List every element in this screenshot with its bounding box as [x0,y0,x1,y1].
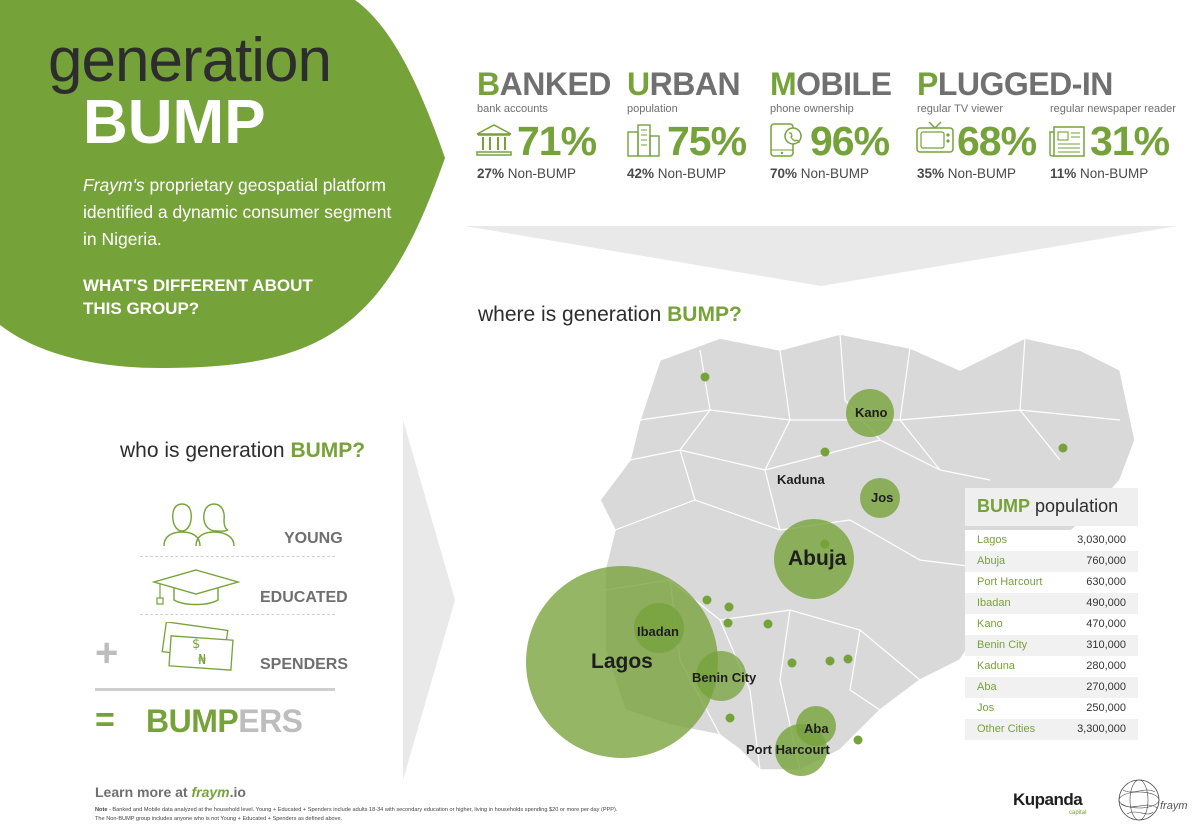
stat-urban-value: 75% [667,118,747,164]
plus-sign: + [95,631,119,675]
map-markers [526,372,1068,776]
graduation-cap-icon [151,569,241,606]
who-item-spenders: SPENDERS [260,656,349,673]
money-icon: $ ₦ [161,622,234,671]
divider [140,556,335,557]
equals-divider [95,688,335,691]
marker-kano [846,389,894,437]
stat-banked-sub: bank accounts [477,103,548,115]
table-row: Other Cities 3,300,000 [965,719,1138,740]
city-label-aba: Aba [804,721,829,736]
hero-question: WHAT'S DIFFERENT ABOUT THIS GROUP? [83,274,343,320]
footnote: Note - Banked and Mobile data analyzed a… [95,806,735,824]
stat-urban-heading: URBAN [627,66,741,102]
divider [140,614,335,615]
table-row: Ibadan 490,000 [965,593,1138,614]
stat-banked-non-bump: 27% Non-BUMP [477,166,577,181]
chevron-right-icon [403,420,455,780]
city-label-kano: Kano [855,405,888,420]
phone-icon [770,123,802,157]
kupanda-logo: Kupanda [1013,790,1083,809]
footnote-line2: The Non-BUMP group includes anyone who i… [95,816,343,822]
newspaper-icon [1049,126,1085,157]
population-table: BUMP population Lagos 3,030,000 Abuja 760,… [965,488,1138,742]
table-row: Port Harcourt 630,000 [965,572,1138,593]
hero-brand: Fraym's [83,175,145,195]
population-table-title: BUMP population [965,488,1138,526]
city-label-ibadan: Ibadan [637,624,679,639]
where-heading: where is generation BUMP? [478,303,742,326]
hero-description-text: proprietary geospatial platform identifi… [83,175,392,249]
kupanda-logo-sub: capital [1069,810,1087,816]
stat-banked-value: 71% [517,118,597,164]
marker-benin-city [696,651,746,701]
city-label-port-harcourt: Port Harcourt [746,742,830,757]
hero-title-line2: BUMP [83,88,266,157]
marker-jos [860,478,900,518]
city-label-benin-city: Benin City [692,670,757,685]
chevron-down-icon [465,226,1177,286]
stat-plugged-heading: PLUGGED-IN [917,66,1113,102]
learn-more-link[interactable]: Learn more at fraym.io [95,784,246,800]
who-heading: who is generation BUMP? [120,439,366,462]
table-row: Kano 470,000 [965,614,1138,635]
table-row: Abuja 760,000 [965,551,1138,572]
stat-tv-sub: regular TV viewer [917,103,1003,115]
table-row: Aba 270,000 [965,677,1138,698]
stat-newspaper-sub: regular newspaper reader [1050,103,1176,115]
stat-urban-non-bump: 42% Non-BUMP [627,166,727,181]
stat-mobile-value: 96% [810,118,890,164]
hero-title-line1: generation [48,26,332,95]
svg-text:₦: ₦ [198,653,207,668]
population-table-body: Lagos 3,030,000 Abuja 760,000 Port Harcour… [965,530,1138,742]
stat-mobile-sub: phone ownership [770,103,854,115]
marker-ibadan [634,603,684,653]
stat-newspaper-non-bump: 11% Non-BUMP [1050,166,1149,181]
hero-background [0,0,445,368]
people-icon [163,503,235,547]
stat-banked-heading: BANKED [477,66,611,102]
stat-newspaper-value: 31% [1090,118,1170,164]
stat-mobile-non-bump: 70% Non-BUMP [770,166,870,181]
fraym-logo-text: fraym [1160,800,1188,812]
table-row: Benin City 310,000 [965,635,1138,656]
table-row: Kaduna 280,000 [965,656,1138,677]
marker-abuja [774,519,854,599]
who-item-young: YOUNG [284,530,343,547]
stat-tv-non-bump: 35% Non-BUMP [917,166,1017,181]
hero-question-line2: THIS GROUP? [83,299,200,318]
stat-urban-sub: population [627,103,678,115]
marker-port-harcourt [775,724,827,776]
stat-tv-value: 68% [957,118,1037,164]
tv-icon [916,121,954,153]
city-label-lagos: Lagos [591,650,653,673]
bumpers-result: BUMPERS [146,703,303,739]
who-item-educated: EDUCATED [260,589,348,606]
city-label-jos: Jos [871,490,894,505]
hero-description: Fraym's proprietary geospatial platform … [83,172,403,253]
svg-text:$: $ [192,637,200,652]
bank-icon [476,124,512,156]
building-icon [627,124,660,157]
fraym-globe-icon [1118,779,1160,821]
stat-mobile-heading: MOBILE [770,66,892,102]
hero-question-line1: WHAT'S DIFFERENT ABOUT [83,276,313,295]
equals-sign: = [95,701,115,739]
table-row: Lagos 3,030,000 [965,530,1138,551]
city-label-abuja: Abuja [788,547,847,570]
table-row: Jos 250,000 [965,698,1138,719]
footnote-line1: Note - Banked and Mobile data analyzed a… [95,807,618,813]
city-label-kaduna: Kaduna [777,472,825,487]
